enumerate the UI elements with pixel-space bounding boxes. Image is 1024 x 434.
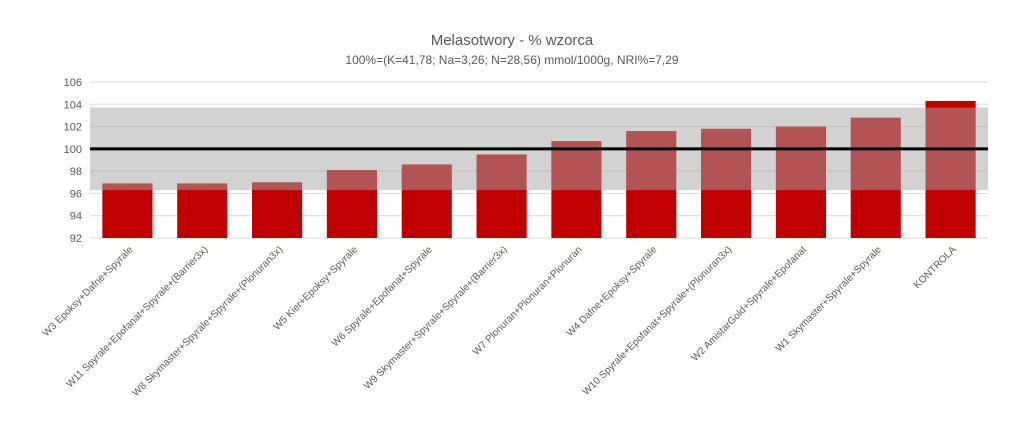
- y-axis-ticks: 92 94 96 98 100 102 104 106: [64, 77, 82, 245]
- bar: [252, 182, 303, 238]
- x-tick-label: W11 Spyrale+Epofanat+Spyrale+(Barrier3x): [65, 244, 211, 390]
- chart-title: Melasotwory - % wzorca: [431, 32, 594, 49]
- bar: [102, 183, 153, 238]
- x-tick-label: W9 Skymaster+Spyrale+Spyrale+(Barrier3x): [362, 244, 509, 391]
- y-tick-label: 106: [64, 77, 82, 89]
- y-tick-label: 100: [64, 144, 82, 156]
- y-tick-label: 96: [70, 188, 82, 200]
- x-tick-label: W8 Skymaster+Spyrale+Spyrale+(Plonuran3x…: [131, 244, 286, 399]
- y-tick-label: 104: [64, 99, 82, 111]
- x-tick-label: KONTROLA: [912, 244, 959, 291]
- chart-subtitle: 100%=(K=41,78; Na=3,26; N=28,56) mmol/10…: [345, 53, 679, 67]
- y-tick-label: 98: [70, 166, 82, 178]
- bar: [177, 183, 228, 238]
- x-tick-label: W10 Spyrale+Epofanat+Spyrale+(Plonuran3x…: [581, 244, 734, 397]
- y-tick-label: 102: [64, 122, 82, 134]
- y-tick-label: 94: [70, 211, 82, 223]
- x-tick-label: W5 Kier+Epoksy+Spyrale: [272, 244, 361, 333]
- y-tick-label: 92: [70, 233, 82, 245]
